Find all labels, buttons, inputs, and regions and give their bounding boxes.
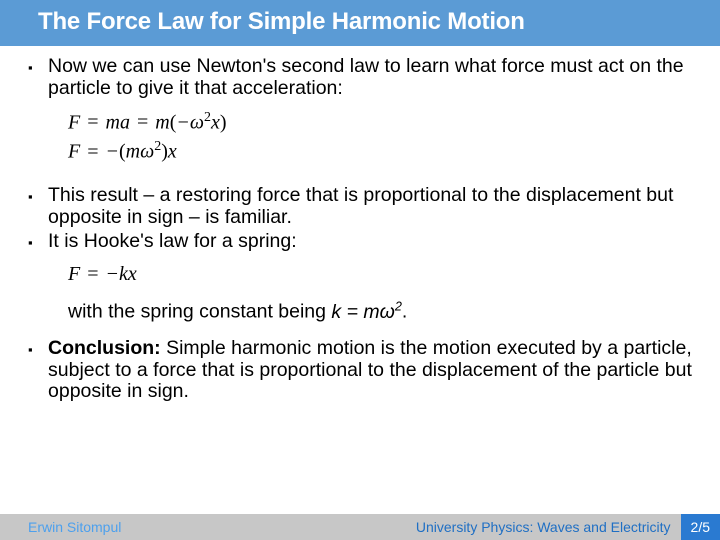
equation-block-2: F = −kx	[28, 260, 692, 289]
slide: The Force Law for Simple Harmonic Motion…	[0, 0, 720, 540]
bullet-3-continuation: with the spring constant being k = mω2.	[28, 299, 692, 323]
conclusion-label: Conclusion:	[48, 337, 161, 359]
bullet-1: Now we can use Newton's second law to le…	[28, 56, 692, 100]
slide-content: Now we can use Newton's second law to le…	[0, 46, 720, 540]
bullet-4: Conclusion: Simple harmonic motion is th…	[28, 338, 692, 403]
footer: Erwin Sitompul University Physics: Waves…	[0, 514, 720, 540]
equation-3: F = −kx	[68, 260, 692, 289]
page-number: 2/5	[681, 514, 720, 540]
bullet-3: It is Hooke's law for a spring:	[28, 231, 692, 253]
equation-1: F = ma = m(−ω2x)	[68, 108, 692, 138]
equation-2: F = −(mω2)x	[68, 137, 692, 167]
slide-title: The Force Law for Simple Harmonic Motion	[0, 0, 720, 46]
bullet-2: This result – a restoring force that is …	[28, 185, 692, 229]
equation-block-1: F = ma = m(−ω2x) F = −(mω2)x	[28, 108, 692, 167]
footer-course: University Physics: Waves and Electricit…	[121, 519, 680, 535]
footer-author: Erwin Sitompul	[28, 519, 121, 535]
